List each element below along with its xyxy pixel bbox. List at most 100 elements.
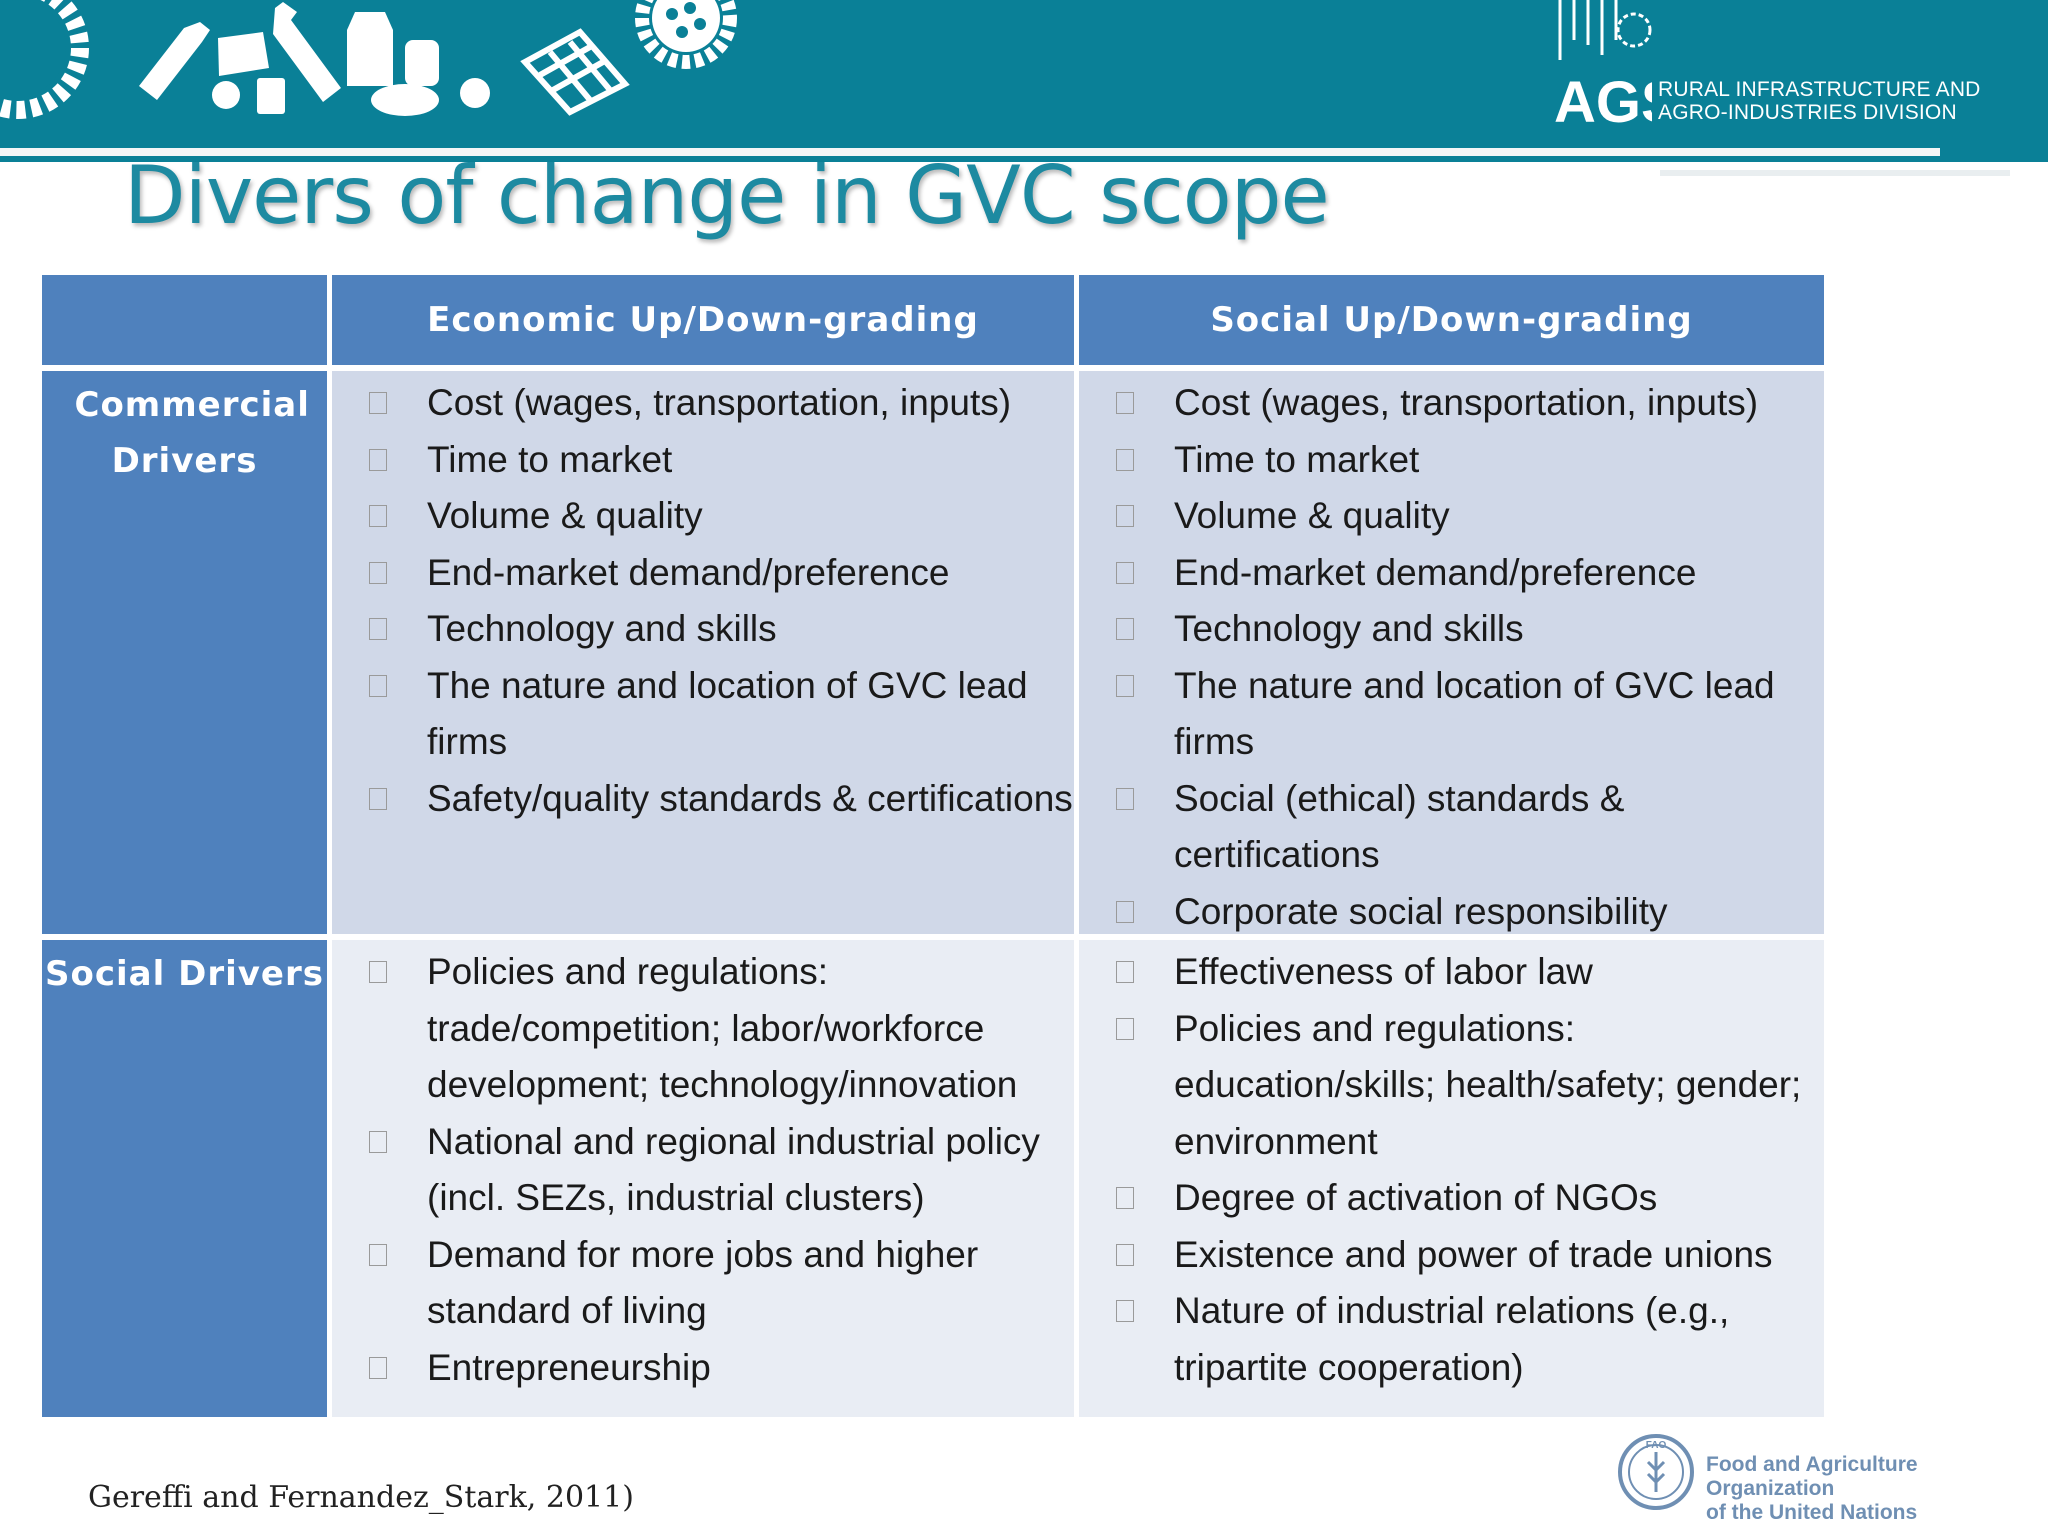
ags-logo-text: AGS bbox=[1554, 70, 1652, 128]
checkbox-bullet-icon bbox=[1116, 1187, 1134, 1209]
ags-logo: AGS bbox=[1554, 0, 1652, 128]
row-header-label: Commercial Drivers bbox=[74, 385, 310, 481]
list-item: Technology and skills bbox=[332, 601, 1074, 658]
checkbox-bullet-icon bbox=[369, 448, 387, 471]
bottle-icon bbox=[273, 2, 341, 102]
cup-icon bbox=[257, 78, 285, 114]
list-item-text: Social (ethical) standards & certificati… bbox=[1174, 777, 1625, 876]
organization-name: Food and Agriculture Organization of the… bbox=[1706, 1453, 2048, 1525]
apple-icon bbox=[212, 81, 240, 109]
list-item: Policies and regulations: education/skil… bbox=[1079, 1001, 1824, 1171]
gear-icon bbox=[635, 0, 737, 69]
checkbox-bullet-icon bbox=[369, 1243, 387, 1266]
checkbox-bullet-icon bbox=[1116, 505, 1134, 527]
column-header-social: Social Up/Down-grading bbox=[1079, 275, 1824, 365]
bottle-icon bbox=[139, 22, 210, 100]
list-item: Cost (wages, transportation, inputs) bbox=[332, 375, 1074, 432]
checkbox-bullet-icon bbox=[1116, 787, 1134, 810]
milk-carton-icon bbox=[347, 12, 393, 86]
checkbox-bullet-icon bbox=[1116, 561, 1134, 584]
list-item-text: Entrepreneurship bbox=[427, 1346, 711, 1388]
fao-logo-text: FAO bbox=[1646, 1440, 1667, 1451]
checkbox-bullet-icon bbox=[369, 1356, 387, 1379]
list-item-text: Nature of industrial relations (e.g., tr… bbox=[1174, 1290, 1730, 1388]
list-item: Time to market bbox=[1079, 432, 1824, 489]
list-item-text: Technology and skills bbox=[1174, 608, 1524, 649]
checkbox-bullet-icon bbox=[1116, 392, 1134, 414]
divider bbox=[1660, 170, 2010, 176]
list-item: Social (ethical) standards & certificati… bbox=[1079, 771, 1824, 884]
list-item-text: Degree of activation of NGOs bbox=[1174, 1177, 1658, 1218]
checkbox-bullet-icon bbox=[1116, 900, 1134, 923]
gear-icon bbox=[0, 0, 89, 119]
list-item: Volume & quality bbox=[1079, 488, 1824, 545]
checkbox-bullet-icon bbox=[369, 392, 387, 414]
checkbox-bullet-icon bbox=[1116, 448, 1134, 471]
list-item: Nature of industrial relations (e.g., tr… bbox=[1079, 1283, 1824, 1396]
checkbox-bullet-icon bbox=[1116, 1243, 1134, 1266]
organization-name-line2: of the United Nations bbox=[1706, 1501, 1918, 1524]
bullet-list: Cost (wages, transportation, inputs) Tim… bbox=[1079, 371, 1824, 940]
divider bbox=[0, 148, 1940, 156]
table-cell: Effectiveness of labor law Policies and … bbox=[1079, 940, 1824, 1417]
list-item-text: Volume & quality bbox=[1174, 495, 1450, 536]
bullet-list: Effectiveness of labor law Policies and … bbox=[1079, 940, 1824, 1396]
list-item: Effectiveness of labor law bbox=[1079, 944, 1824, 1001]
tomato-icon bbox=[460, 78, 490, 108]
checkbox-bullet-icon bbox=[369, 618, 387, 640]
bullet-list: Cost (wages, transportation, inputs) Tim… bbox=[332, 371, 1074, 827]
checkbox-bullet-icon bbox=[1116, 1017, 1134, 1040]
division-name: RURAL INFRASTRUCTURE AND AGRO-INDUSTRIES… bbox=[1658, 78, 1981, 124]
basket-icon bbox=[520, 28, 630, 116]
list-item: Volume & quality bbox=[332, 488, 1074, 545]
list-item-text: Policies and regulations: education/skil… bbox=[1174, 1007, 1802, 1162]
list-item: Demand for more jobs and higher standard… bbox=[332, 1227, 1074, 1340]
bread-icon bbox=[371, 84, 439, 116]
table-cell: Cost (wages, transportation, inputs) Tim… bbox=[332, 371, 1074, 934]
list-item: Technology and skills bbox=[1079, 601, 1824, 658]
list-item: Safety/quality standards & certification… bbox=[332, 771, 1074, 828]
division-name-line1: RURAL INFRASTRUCTURE AND bbox=[1658, 78, 1981, 101]
list-item: Corporate social responsibility bbox=[1079, 884, 1824, 941]
organization-name-line1: Food and Agriculture Organization bbox=[1706, 1453, 1918, 1500]
list-item: Policies and regulations: trade/competit… bbox=[332, 944, 1074, 1114]
corner-header-cell bbox=[42, 275, 327, 365]
list-item-text: Time to market bbox=[427, 438, 673, 480]
list-item-text: Effectiveness of labor law bbox=[1174, 951, 1593, 992]
list-item-text: End-market demand/preference bbox=[1174, 551, 1697, 593]
checkbox-bullet-icon bbox=[369, 561, 387, 584]
cheese-icon bbox=[218, 32, 269, 76]
checkbox-bullet-icon bbox=[1116, 674, 1134, 697]
list-item: Degree of activation of NGOs bbox=[1079, 1170, 1824, 1227]
list-item-text: Corporate social responsibility bbox=[1174, 890, 1668, 932]
list-item: Existence and power of trade unions bbox=[1079, 1227, 1824, 1284]
checkbox-bullet-icon bbox=[1116, 618, 1134, 640]
list-item: Time to market bbox=[332, 432, 1074, 489]
list-item-text: The nature and location of GVC lead firm… bbox=[1174, 664, 1775, 763]
row-header-social: Social Drivers bbox=[42, 940, 327, 1417]
can-icon bbox=[405, 40, 439, 86]
list-item: National and regional industrial policy … bbox=[332, 1114, 1074, 1227]
list-item-text: Policies and regulations: trade/competit… bbox=[427, 951, 1018, 1105]
list-item: Entrepreneurship bbox=[332, 1340, 1074, 1397]
row-header-label: Social Drivers bbox=[45, 954, 324, 994]
table-cell: Cost (wages, transportation, inputs) Tim… bbox=[1079, 371, 1824, 934]
list-item: End-market demand/preference bbox=[1079, 545, 1824, 602]
list-item-text: Demand for more jobs and higher standard… bbox=[427, 1233, 979, 1332]
list-item: The nature and location of GVC lead firm… bbox=[332, 658, 1074, 771]
fao-logo: FAO bbox=[1618, 1434, 1694, 1510]
list-item-text: Volume & quality bbox=[427, 495, 703, 536]
citation: Gereffi and Fernandez_Stark, 2011) bbox=[88, 1480, 634, 1515]
header-banner: AGS RURAL INFRASTRUCTURE AND AGRO-INDUST… bbox=[0, 0, 2048, 162]
list-item-text: Cost (wages, transportation, inputs) bbox=[427, 382, 1012, 423]
list-item-text: End-market demand/preference bbox=[427, 551, 950, 593]
checkbox-bullet-icon bbox=[369, 961, 387, 983]
drivers-table: Economic Up/Down-grading Social Up/Down-… bbox=[42, 275, 1824, 1417]
food-icons-strip bbox=[0, 0, 737, 119]
list-item-text: Existence and power of trade unions bbox=[1174, 1233, 1773, 1275]
list-item: Cost (wages, transportation, inputs) bbox=[1079, 375, 1824, 432]
checkbox-bullet-icon bbox=[369, 505, 387, 527]
list-item-text: Cost (wages, transportation, inputs) bbox=[1174, 382, 1759, 423]
division-name-line2: AGRO-INDUSTRIES DIVISION bbox=[1658, 101, 1957, 124]
table-cell: Policies and regulations: trade/competit… bbox=[332, 940, 1074, 1417]
